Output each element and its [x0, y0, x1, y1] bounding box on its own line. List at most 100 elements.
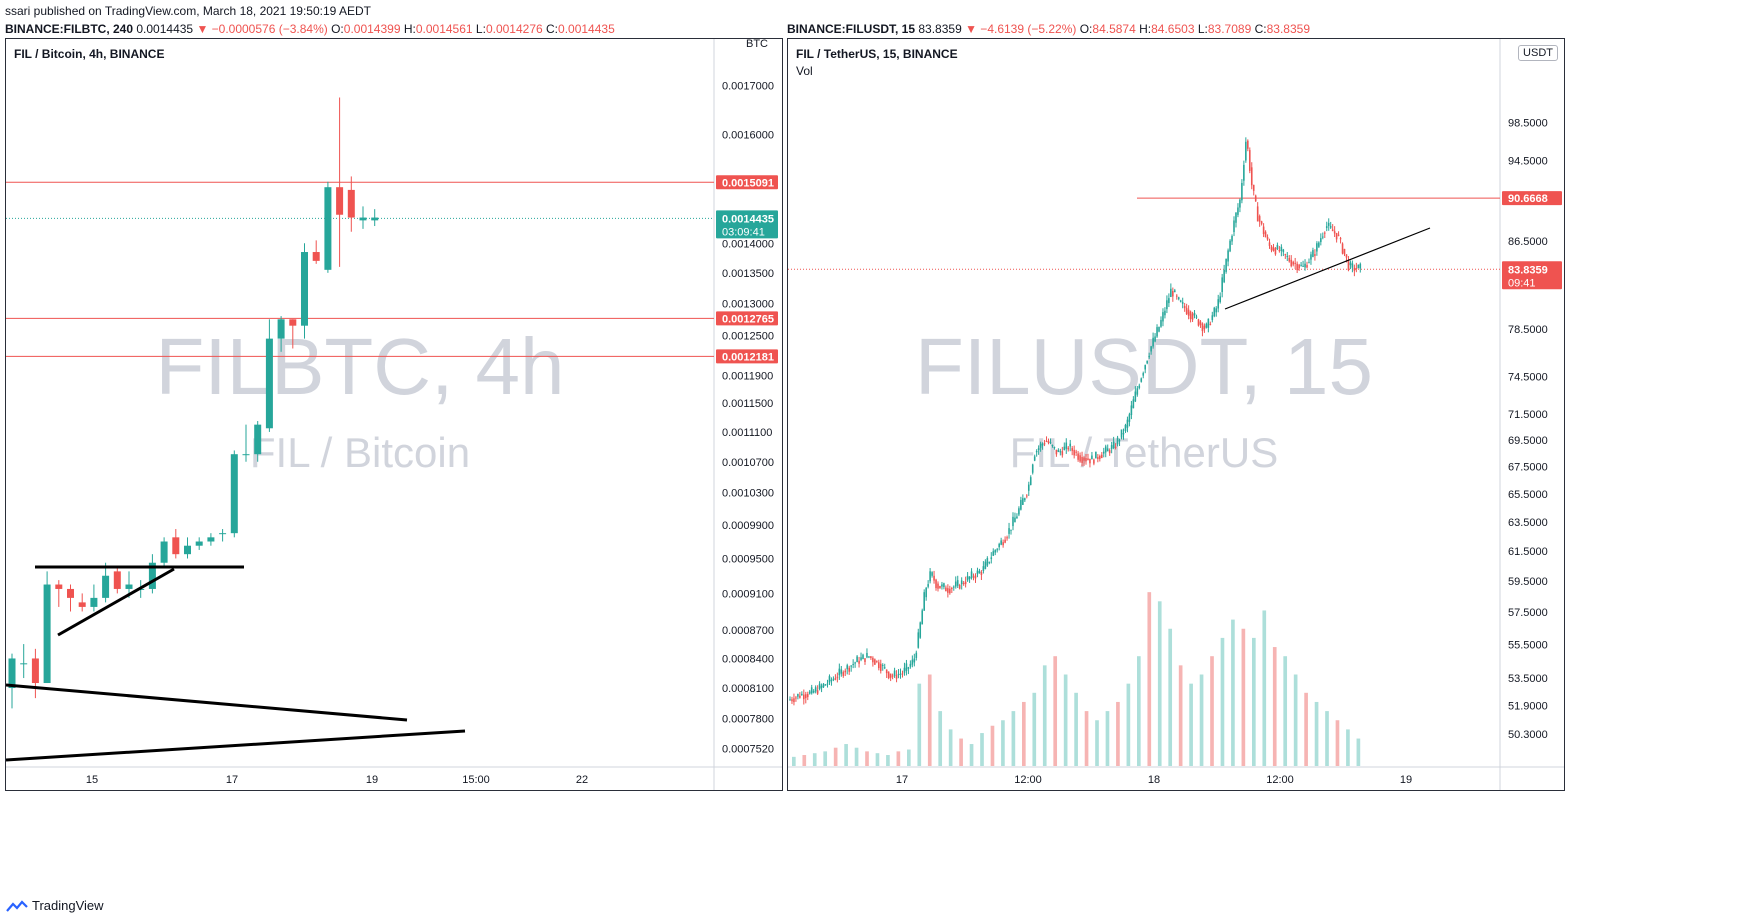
volume-bar — [1252, 637, 1256, 766]
left-last-price: 0.0014435 — [136, 22, 194, 36]
volume-bar — [1304, 692, 1308, 766]
volume-bar — [1168, 628, 1173, 766]
footer-brand[interactable]: TradingView — [6, 898, 104, 913]
candle-body — [842, 672, 845, 676]
volume-bar — [1356, 738, 1361, 766]
candle-body — [90, 597, 98, 607]
candle-body — [1233, 220, 1235, 233]
volume-bar — [896, 751, 901, 766]
candle-body — [1037, 448, 1040, 450]
right-last-price: 83.8359 — [918, 22, 962, 36]
candle-body — [828, 676, 831, 683]
candle-body — [935, 579, 937, 589]
candle-body — [868, 656, 870, 658]
candle-body — [850, 665, 852, 667]
volume-bar — [1314, 701, 1319, 766]
candle-body — [1252, 184, 1255, 191]
left-high: 0.0014561 — [415, 22, 473, 36]
candle-body — [941, 584, 943, 587]
candle-body — [1203, 325, 1206, 330]
candle-body — [996, 549, 999, 551]
candle-body — [1158, 326, 1160, 332]
candle-body — [113, 571, 121, 589]
candle-body — [913, 658, 916, 663]
horizontal-line-label: 0.0015091 — [722, 177, 774, 189]
volume-bar — [1105, 711, 1110, 766]
candle-body — [1327, 222, 1330, 226]
volume-bar — [1053, 656, 1058, 766]
volume-indicator-label[interactable]: Vol — [796, 64, 813, 78]
candle-body — [125, 584, 133, 589]
candle-body — [1026, 495, 1028, 497]
left-chart-canvas[interactable]: FILBTC, 4h FIL / Bitcoin BTC 0.0017000 0.001… — [6, 39, 782, 790]
candle-body — [1043, 443, 1046, 445]
candle-body — [1217, 299, 1220, 309]
candle-body — [812, 690, 815, 693]
candle-body — [1310, 254, 1312, 260]
candle-body — [797, 694, 799, 697]
right-chart-panel[interactable]: FILUSDT, 15 FIL / TetherUS 98.5000 94.5000 8… — [787, 38, 1565, 791]
candle-body — [1219, 296, 1221, 303]
candle-body — [1333, 231, 1336, 234]
candle-body — [265, 338, 273, 429]
currency-badge[interactable]: USDT — [1518, 45, 1558, 61]
left-chart-panel[interactable]: FILBTC, 4h FIL / Bitcoin BTC 0.0017000 0.001… — [5, 38, 783, 791]
volume-bar — [823, 751, 828, 766]
candle-body — [160, 541, 168, 563]
candle-body — [1351, 263, 1354, 268]
volume-bar — [1042, 665, 1047, 766]
last-price-box — [1502, 261, 1562, 290]
currency-label: BTC — [746, 39, 768, 50]
price-tick-label: 0.0007520 — [722, 743, 774, 755]
price-tick-label: 0.0013000 — [722, 299, 774, 311]
candle-body — [254, 424, 262, 455]
candle-body — [1357, 264, 1360, 269]
candle-body — [791, 699, 793, 702]
price-label-box — [716, 311, 778, 326]
horizontal-line-label: 0.0012181 — [722, 351, 774, 363]
candle-body — [1010, 529, 1012, 531]
candle-body — [1292, 261, 1295, 265]
candle-body — [1286, 255, 1289, 257]
candle-body — [1136, 388, 1139, 395]
candle-body — [1343, 248, 1346, 255]
candle-body — [856, 656, 858, 663]
watermark-main: FILUSDT, 15 — [915, 322, 1373, 411]
price-tick-label: 50.3000 — [1508, 729, 1548, 741]
volume-bar — [886, 755, 890, 766]
candle-body — [976, 570, 979, 575]
candle-body — [968, 576, 971, 580]
candle-body — [1168, 298, 1170, 304]
price-tick-label: 71.5000 — [1508, 409, 1548, 421]
candle-body — [1239, 199, 1241, 208]
candle-body — [824, 684, 827, 686]
candle-body — [964, 581, 967, 585]
candle-body — [1063, 446, 1066, 451]
right-chart-canvas[interactable]: FILUSDT, 15 FIL / TetherUS 98.5000 94.5000 8… — [788, 39, 1564, 790]
candle-body — [1154, 336, 1156, 342]
volume-bar — [1147, 592, 1152, 766]
volume-bar — [1262, 610, 1267, 766]
candle-body — [1248, 150, 1251, 171]
candle-body — [939, 585, 941, 589]
candle-body — [301, 252, 308, 326]
candle-body — [1114, 446, 1117, 448]
candle-body — [1004, 539, 1006, 543]
candle-body — [860, 657, 862, 660]
candle-body — [289, 319, 297, 326]
candle-body — [78, 602, 86, 607]
time-tick-label: 15:00 — [462, 774, 490, 786]
candle-body — [1000, 540, 1002, 545]
candle-body — [1268, 242, 1271, 246]
candle-body — [1262, 226, 1265, 235]
candle-body — [1250, 167, 1253, 186]
candle-body — [195, 541, 203, 546]
candle-body — [1355, 268, 1358, 270]
volume-bar — [844, 744, 848, 766]
candle-body — [219, 533, 227, 535]
candle-body — [1122, 433, 1125, 435]
candle-body — [1256, 206, 1259, 222]
candle-body — [830, 679, 833, 682]
price-tick-label: 67.5000 — [1508, 461, 1548, 473]
candle-body — [184, 545, 191, 555]
